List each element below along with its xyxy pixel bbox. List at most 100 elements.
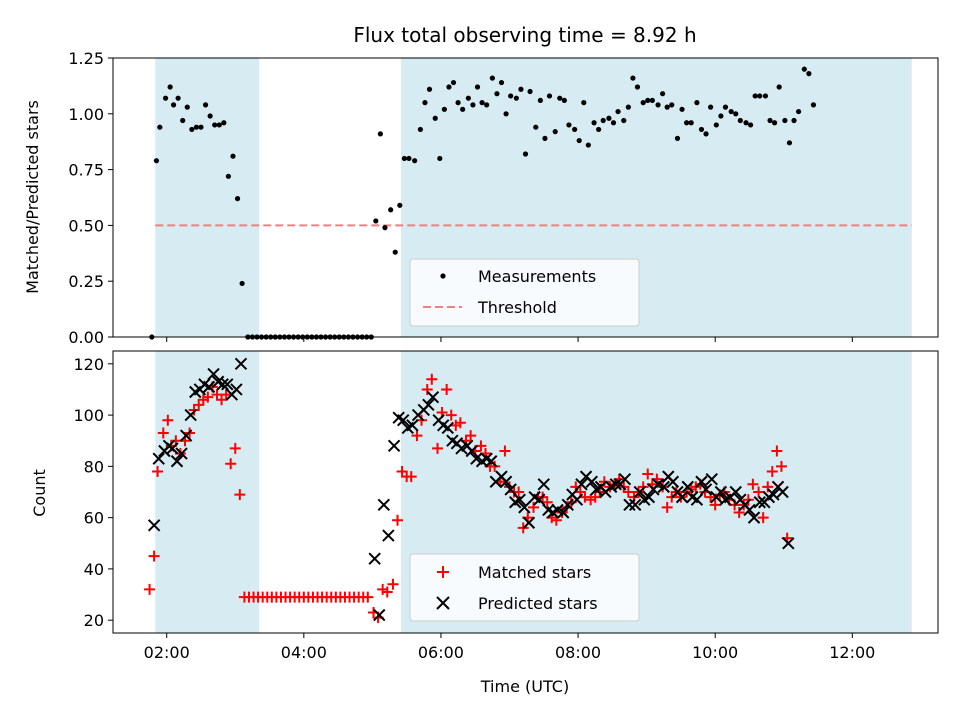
measurements-point xyxy=(406,155,412,162)
predicted-stars-point xyxy=(628,498,642,512)
measurements-point xyxy=(546,93,553,99)
predicted-stars-point xyxy=(699,483,713,496)
matched-stars-point xyxy=(642,468,654,480)
matched-stars-point xyxy=(381,586,393,598)
matched-stars-point xyxy=(762,481,774,493)
measurements-point xyxy=(170,102,177,108)
matched-stars-point xyxy=(661,501,673,513)
measurements-point xyxy=(806,71,812,77)
measurements-point xyxy=(382,225,388,231)
measurements-legend-marker xyxy=(440,273,446,279)
predicted-stars-point xyxy=(382,529,395,542)
predicted-stars-point xyxy=(441,421,455,435)
matched-stars-point xyxy=(152,465,164,477)
predicted-stars-point xyxy=(609,478,622,491)
measurements-point xyxy=(679,106,685,112)
predicted-stars-point xyxy=(618,472,632,486)
predicted-stars-point xyxy=(557,506,570,519)
measurements-point xyxy=(655,102,661,108)
predicted-stars-point xyxy=(705,472,718,486)
measurements-point xyxy=(202,102,209,108)
bottom-y-tick-label: 120 xyxy=(73,355,104,374)
measurements-point xyxy=(698,126,705,133)
measurements-point xyxy=(180,117,186,124)
top-y-tick-label: 1.25 xyxy=(68,49,104,68)
bottom-x-tick-label: 12:00 xyxy=(829,643,875,662)
measurements-point xyxy=(503,111,509,117)
matched-stars-point xyxy=(411,430,423,442)
predicted-stars-point xyxy=(485,455,498,468)
measurements-point xyxy=(810,102,817,108)
matched-stars-point xyxy=(541,496,553,508)
measurements-point xyxy=(167,84,173,90)
measurements-point xyxy=(207,113,213,119)
measurements-point xyxy=(498,79,505,86)
predicted-stars-point xyxy=(422,398,435,412)
predicted-stars-point xyxy=(230,383,243,396)
bottom-y-tick-label: 40 xyxy=(84,560,104,579)
measurements-point xyxy=(557,95,563,101)
predicted-stars-point xyxy=(753,496,766,509)
measurements-point xyxy=(703,131,709,137)
matched-stars-point xyxy=(527,501,539,513)
predicted-stars-point xyxy=(782,537,795,550)
measurements-point xyxy=(239,280,245,287)
matched-stars-point xyxy=(220,389,232,401)
measurements-point xyxy=(489,75,495,81)
bottom-x-tick-label: 04:00 xyxy=(281,643,327,662)
matched-stars-point xyxy=(432,442,444,454)
matched-stars-point xyxy=(579,491,591,503)
measurements-point xyxy=(470,102,476,108)
matched-stars-point xyxy=(426,373,438,385)
bottom-y-tick-label: 100 xyxy=(73,406,104,425)
measurements-point xyxy=(782,117,788,124)
matched-stars-point xyxy=(392,514,404,526)
measurements-point xyxy=(591,120,597,126)
measurements-point xyxy=(728,108,734,115)
predicted-stars-point xyxy=(666,475,680,488)
measurements-point xyxy=(216,122,222,128)
measurements-point xyxy=(446,84,452,90)
measurements-point xyxy=(230,153,236,159)
measurements-point xyxy=(193,124,200,130)
matched-stars-point xyxy=(445,409,457,421)
measurements-point xyxy=(649,97,655,104)
top-chart-title: Flux total observing time = 8.92 h xyxy=(353,23,696,47)
matched-stars-point xyxy=(162,414,174,426)
measurements-point xyxy=(645,97,651,104)
matched-stars-point xyxy=(202,391,214,403)
bottom-x-tick-label: 10:00 xyxy=(692,643,738,662)
measurements-point xyxy=(455,100,461,106)
bottom-x-tick-label: 02:00 xyxy=(144,643,190,662)
predicted-stars-point xyxy=(570,493,584,506)
matched-stars-point xyxy=(465,430,477,442)
measurements-point xyxy=(426,86,433,92)
matched-stars-point xyxy=(747,478,759,490)
predicted-stars-point xyxy=(675,490,689,504)
measurements-point xyxy=(397,202,403,208)
matched-stars-point xyxy=(598,476,610,488)
predicted-stars-point xyxy=(397,414,410,427)
measurements-point xyxy=(748,122,754,128)
measurements-point xyxy=(757,93,763,99)
predicted-stars-point xyxy=(170,455,184,468)
bottom-panel: 20 40 60 80 100 120 02:00 04:00 06:00 08:00 10:00 1… xyxy=(30,350,939,696)
predicted-stars-point xyxy=(465,444,479,458)
predicted-stars-point xyxy=(152,452,165,465)
measurements-point xyxy=(684,120,690,126)
measurements-point xyxy=(791,117,797,124)
top-y-tick-label: 1.00 xyxy=(68,105,104,124)
measurements-point xyxy=(162,95,169,101)
bottom-x-tick-label: 08:00 xyxy=(555,643,601,662)
matched-stars-point xyxy=(499,445,511,457)
matched-stars-legend-marker xyxy=(437,566,449,578)
predicted-stars-point xyxy=(387,439,401,453)
top-y-tick-label: 0.75 xyxy=(68,161,104,180)
measurements-point xyxy=(694,100,700,106)
matched-stars-point xyxy=(489,460,501,472)
predicted-stars-point xyxy=(747,511,761,524)
measurements-point xyxy=(189,126,195,133)
measurements-point xyxy=(508,93,514,99)
measurements-point xyxy=(422,100,428,106)
